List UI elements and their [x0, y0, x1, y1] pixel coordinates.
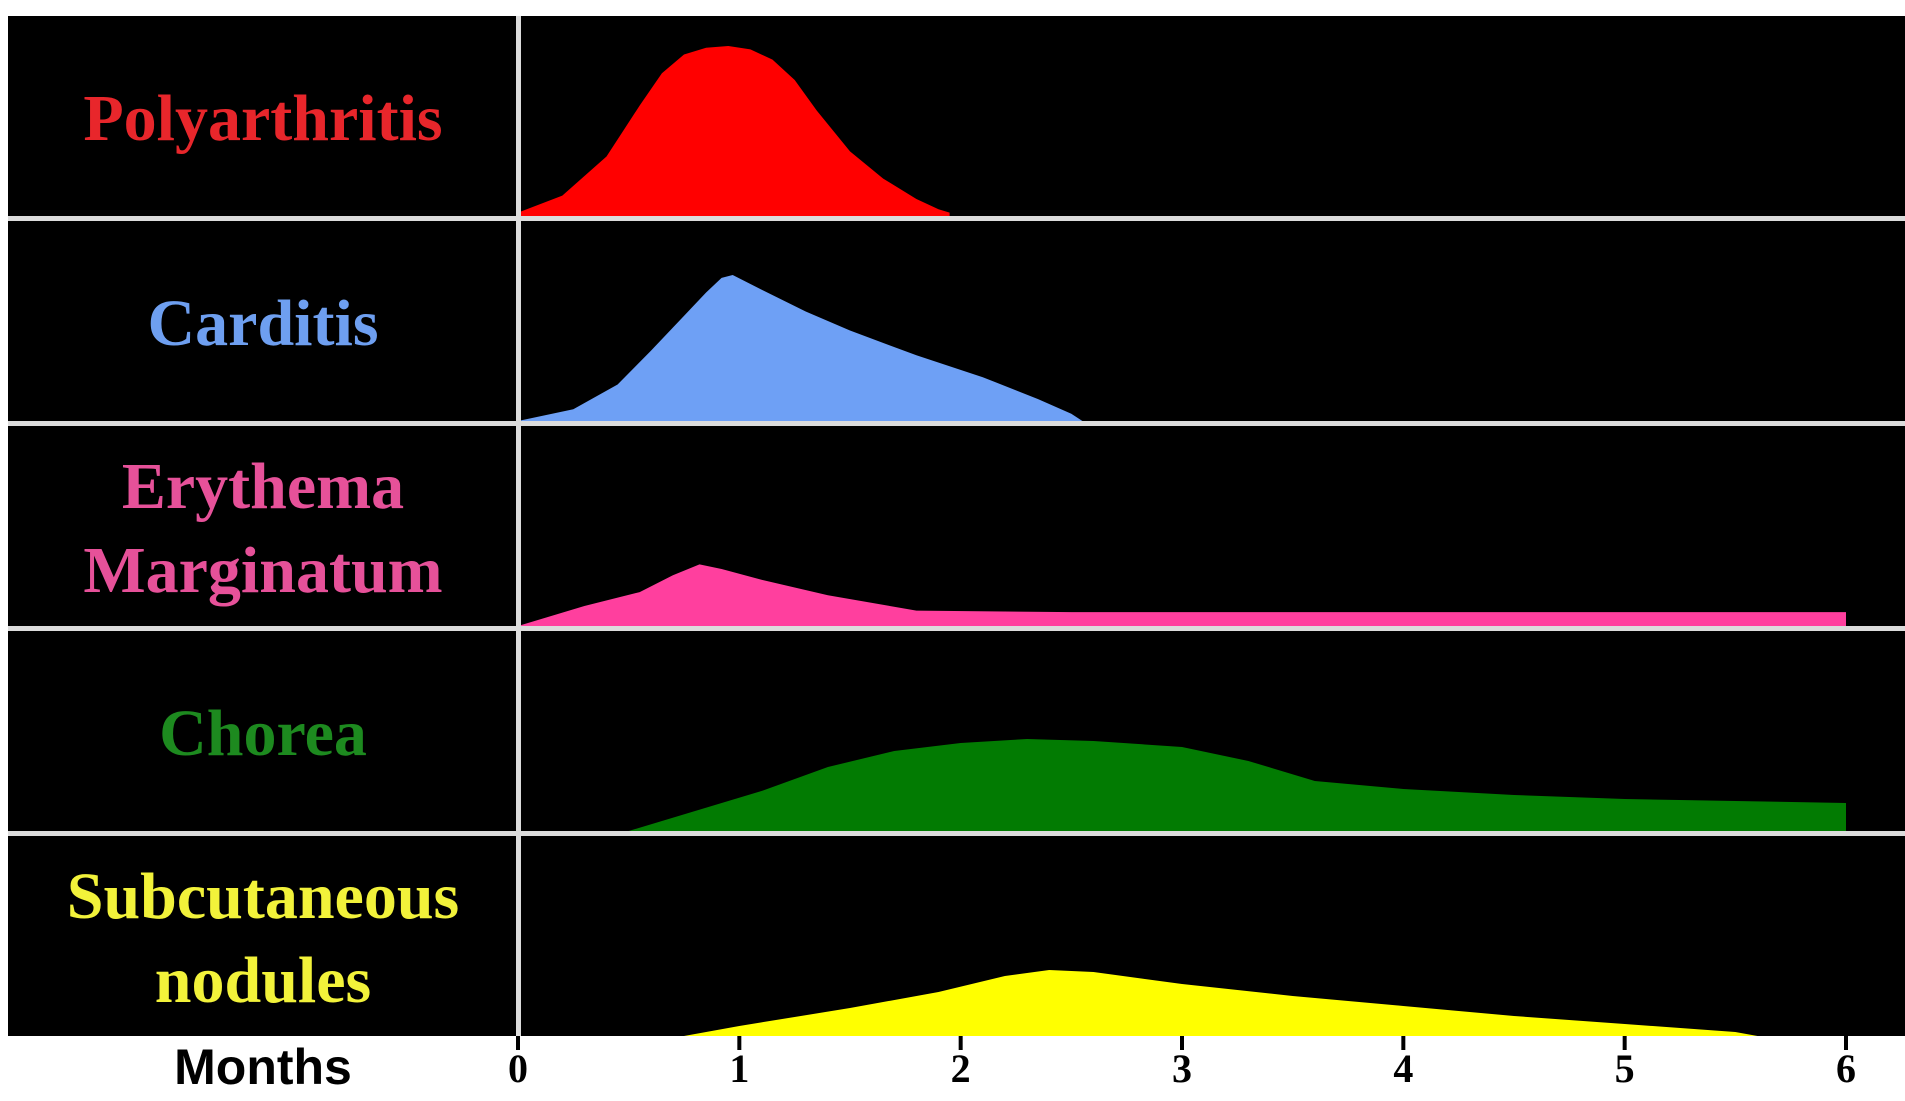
area-subcutaneous-nodules — [684, 970, 1758, 1036]
row-label-erythema-marginatum-line-2: Marginatum — [83, 534, 442, 607]
row-divider — [8, 626, 1905, 631]
row-label-subcutaneous-nodules-line-2: nodules — [155, 944, 371, 1017]
panel-erythema-marginatum: Erythema Marginatum — [83, 450, 1846, 626]
panel-carditis: Carditis — [148, 275, 1083, 421]
chart-background — [8, 16, 1905, 1036]
chart-panels: Polyarthritis Carditis Erythema Marginatum C… — [8, 16, 1905, 1036]
x-tick-label-5: 5 — [1615, 1046, 1635, 1091]
row-label-carditis: Carditis — [148, 287, 379, 360]
row-label-subcutaneous-nodules-line-1: Subcutaneous — [67, 860, 460, 933]
row-label-chorea: Chorea — [159, 697, 367, 770]
panel-polyarthritis: Polyarthritis — [83, 46, 950, 216]
row-label-polyarthritis: Polyarthritis — [83, 82, 442, 155]
area-erythema-marginatum — [518, 564, 1846, 626]
x-tick-label-6: 6 — [1836, 1046, 1856, 1091]
panel-subcutaneous-nodules: Subcutaneous nodules — [67, 860, 1758, 1036]
x-tick-label-3: 3 — [1172, 1046, 1192, 1091]
x-tick-label-0: 0 — [508, 1046, 528, 1091]
row-divider — [8, 831, 1905, 836]
x-tick-label-2: 2 — [951, 1046, 971, 1091]
x-axis-title: Months — [174, 1039, 352, 1095]
row-divider — [8, 421, 1905, 426]
x-tick-label-1: 1 — [729, 1046, 749, 1091]
column-divider — [516, 16, 521, 1036]
row-label-erythema-marginatum-line-1: Erythema — [122, 450, 404, 523]
area-chorea — [628, 739, 1847, 831]
area-carditis — [518, 275, 1083, 421]
x-tick-label-4: 4 — [1393, 1046, 1413, 1091]
panel-chorea: Chorea — [159, 697, 1847, 831]
area-polyarthritis — [518, 46, 950, 216]
row-divider — [8, 216, 1905, 221]
x-axis: Months 0 1 2 3 4 5 6 — [174, 1036, 1856, 1095]
